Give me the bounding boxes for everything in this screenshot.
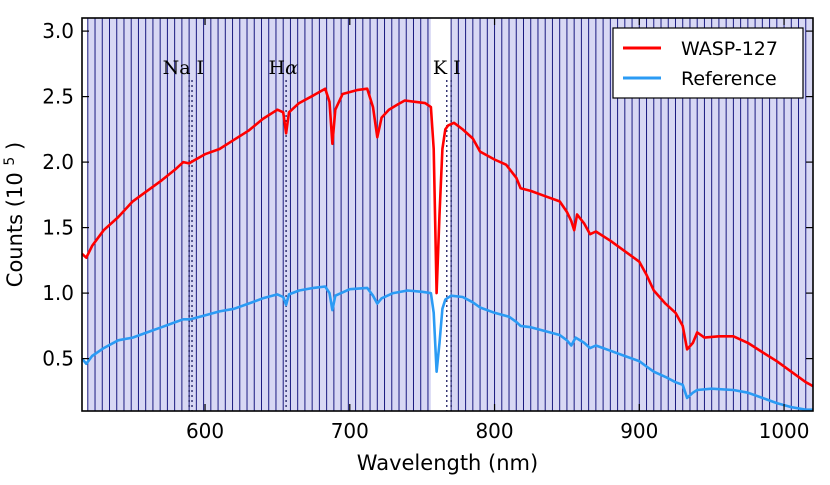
annotation-label: Na I xyxy=(163,57,205,79)
y-tick-label: 1.0 xyxy=(42,281,74,305)
annotation-label-symbol: α xyxy=(285,57,298,79)
y-tick-label: 2.0 xyxy=(42,150,74,174)
y-axis-title-close: ) xyxy=(3,142,27,150)
annotation-label: K I xyxy=(433,57,461,79)
legend-label-wasp-127: WASP-127 xyxy=(681,38,778,60)
annotation-label-layer: Na I Hα K I xyxy=(163,57,461,79)
y-ticks: 0.5 1.0 1.5 2.0 2.5 3.0 xyxy=(42,19,813,371)
x-ticks: 600 700 800 900 1000 xyxy=(186,18,810,443)
y-tick-label: 3.0 xyxy=(42,19,74,43)
y-axis-title-exponent: 5 xyxy=(2,157,18,166)
x-axis-title: Wavelength (nm) xyxy=(357,451,538,475)
plot-frame xyxy=(81,17,814,412)
bin-shading-region xyxy=(87,18,431,411)
legend-box xyxy=(612,27,804,99)
x-tick-label: 1000 xyxy=(759,419,810,443)
y-tick-label: 2.5 xyxy=(42,85,74,109)
x-tick-label: 600 xyxy=(186,419,224,443)
series-line-wasp-127 xyxy=(81,87,814,388)
annotation-label: Hα xyxy=(268,57,298,79)
y-axis-title: Counts (10 5 ) xyxy=(0,142,27,287)
series-layer xyxy=(80,87,814,411)
annotation-line-layer xyxy=(188,80,452,411)
y-axis-title-main: Counts (10 xyxy=(3,172,27,287)
series-line-reference xyxy=(80,285,813,411)
legend: WASP-127 Reference xyxy=(612,27,804,99)
legend-label-reference: Reference xyxy=(681,68,777,90)
y-tick-label: 1.5 xyxy=(42,216,74,240)
y-tick-label: 0.5 xyxy=(42,347,74,371)
x-tick-label: 900 xyxy=(620,419,658,443)
x-tick-label: 700 xyxy=(331,419,369,443)
x-tick-label: 800 xyxy=(475,419,513,443)
